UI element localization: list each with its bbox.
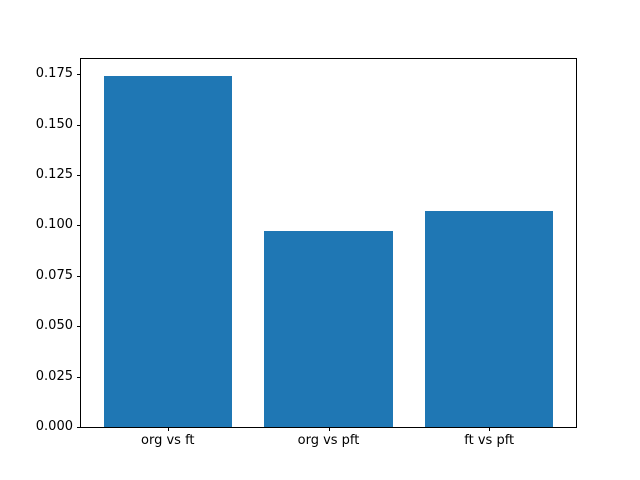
x-tick-mark	[328, 427, 330, 431]
bar-org-vs-ft	[103, 76, 233, 427]
y-tick-label: 0.175	[35, 66, 73, 82]
y-tick-mark	[77, 174, 81, 176]
y-tick-label: 0.150	[35, 116, 73, 132]
y-tick-label: 0.000	[35, 419, 73, 434]
y-tick-mark	[77, 376, 81, 378]
y-tick-mark	[77, 74, 81, 76]
x-tick-mark	[489, 427, 491, 431]
y-tick-label: 0.100	[35, 217, 73, 233]
y-tick-mark	[77, 124, 81, 126]
x-tick-label: org vs ft	[141, 433, 195, 448]
y-tick-label: 0.025	[35, 368, 73, 384]
y-tick-mark	[77, 326, 81, 328]
x-tick-label: org vs pft	[297, 433, 360, 448]
y-tick-label: 0.050	[35, 318, 73, 334]
bar-org-vs-pft	[264, 231, 393, 427]
y-tick-label: 0.125	[35, 166, 73, 182]
x-tick-mark	[167, 427, 169, 431]
y-tick-mark	[77, 427, 81, 428]
y-tick-label: 0.075	[35, 267, 73, 283]
x-tick-label: ft vs pft	[464, 433, 515, 448]
bar-ft-vs-pft	[424, 211, 554, 427]
y-tick-mark	[77, 275, 81, 277]
y-tick-mark	[77, 225, 81, 227]
axes: org vs ft org vs pft ft vs pft 0.000 0.025 0.…	[36, 58, 577, 448]
